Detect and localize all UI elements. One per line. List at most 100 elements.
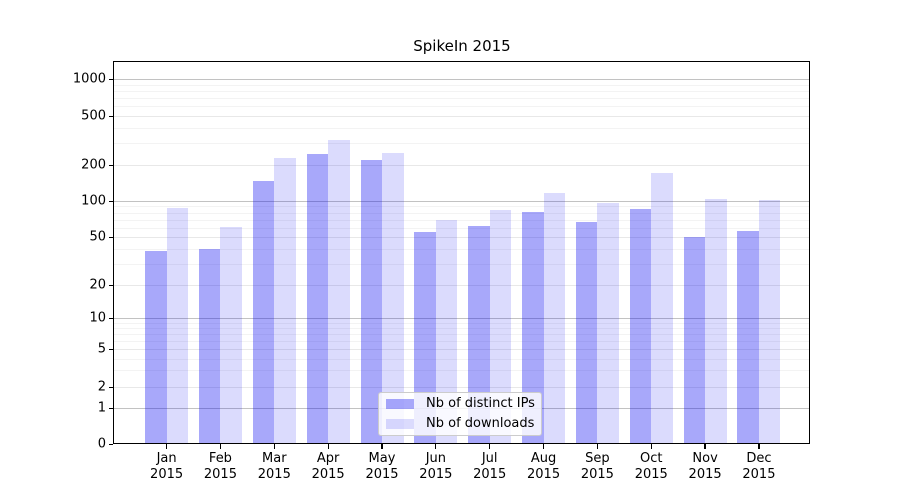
xtick-label-mar: Mar 2015 [257,450,291,482]
ytick-label-10: 10 [89,310,106,326]
legend-item-distinct-ips: Nb of distinct IPs [386,396,535,411]
bar-sep-downloads [597,203,619,445]
legend-label-distinct-ips: Nb of distinct IPs [426,396,535,411]
ytick-label-2: 2 [97,379,106,395]
legend-swatch-distinct-ips [386,398,414,409]
gridline-800 [114,91,810,93]
gridline-8 [114,328,810,330]
gridline-7 [114,334,810,336]
gridline-300 [114,143,810,145]
gridline-80 [114,212,810,214]
ytick-label-0: 0 [97,436,106,452]
gridline-2 [114,387,810,389]
gridline-900 [114,84,810,86]
gridline-50 [114,237,810,238]
bar-jan-downloads [166,208,189,445]
bar-feb-distinct-ips [198,248,221,445]
ytick-mark-200 [108,164,113,166]
ytick-mark-500 [108,115,113,117]
gridline-400 [114,127,810,129]
xtick-label-jan: Jan 2015 [150,450,184,482]
legend-label-downloads: Nb of downloads [426,416,535,431]
bar-oct-distinct-ips [629,209,652,445]
bar-mar-downloads [274,157,296,445]
xtick-mark-may [381,444,383,449]
ytick-mark-5 [108,348,113,351]
xtick-mark-apr [327,444,329,449]
xtick-mark-aug [542,444,545,449]
ytick-mark-10 [108,317,113,320]
ytick-label-5: 5 [97,341,106,357]
bar-apr-downloads [328,140,350,445]
xtick-mark-nov [704,444,706,449]
ytick-mark-0 [108,443,113,446]
xtick-label-dec: Dec 2015 [742,450,776,482]
xtick-mark-jun [435,444,437,449]
gridline-70 [114,219,810,221]
gridline-600 [114,106,810,108]
xtick-label-jul: Jul 2015 [473,450,507,482]
legend-item-downloads: Nb of downloads [386,416,535,431]
gridline-3 [114,370,810,372]
xtick-label-sep: Sep 2015 [580,450,614,482]
gridline-10 [114,318,810,320]
xtick-mark-jul [489,444,491,449]
bar-nov-downloads [705,199,727,445]
legend-swatch-downloads [386,418,414,429]
xtick-label-aug: Aug 2015 [527,450,561,482]
bar-jul-distinct-ips [468,225,490,445]
bar-jul-downloads [489,210,512,445]
ytick-label-50: 50 [89,229,106,245]
gridline-4 [114,358,810,360]
xtick-mark-oct [650,444,652,449]
xtick-label-feb: Feb 2015 [203,450,237,482]
gridline-700 [114,98,810,100]
legend: Nb of distinct IPs Nb of downloads [378,391,542,436]
ytick-label-1: 1 [97,400,106,416]
ytick-label-200: 200 [81,157,106,173]
bar-oct-downloads [651,173,673,445]
gridline-9 [114,323,810,324]
bar-feb-downloads [220,226,242,445]
bar-sep-distinct-ips [575,221,598,445]
ytick-mark-100 [108,200,113,202]
gridline-90 [114,206,810,208]
bar-nov-distinct-ips [683,237,706,445]
xtick-mark-mar [273,444,275,449]
bar-jun-downloads [435,219,458,445]
xtick-label-may: May 2015 [365,450,399,482]
chart-title: SpikeIn 2015 [413,37,511,55]
bar-apr-distinct-ips [306,154,329,445]
ytick-label-20: 20 [89,277,106,293]
ytick-mark-1 [108,407,113,410]
xtick-label-oct: Oct 2015 [634,450,668,482]
ytick-mark-20 [108,284,113,286]
xtick-mark-dec [758,444,760,449]
ytick-label-1000: 1000 [72,71,106,87]
gridline-100 [114,201,810,202]
xtick-label-nov: Nov 2015 [688,450,722,482]
xtick-label-apr: Apr 2015 [311,450,345,482]
bar-may-distinct-ips [360,160,382,445]
gridline-40 [114,248,810,250]
xtick-mark-feb [219,444,222,449]
ytick-label-100: 100 [81,193,106,209]
bar-aug-downloads [543,192,566,445]
bar-jan-distinct-ips [145,251,167,445]
xtick-mark-sep [596,444,599,449]
gridline-5 [114,349,810,351]
ytick-mark-1000 [108,78,113,81]
gridline-500 [114,116,810,117]
gridline-200 [114,165,810,166]
gridline-60 [114,227,810,229]
bar-dec-distinct-ips [737,231,759,445]
ytick-label-500: 500 [81,108,106,124]
ytick-mark-50 [108,236,113,238]
bar-may-downloads [382,152,404,445]
gridline-30 [114,263,810,265]
bar-jun-distinct-ips [414,232,436,445]
ytick-mark-2 [108,386,113,389]
bar-mar-distinct-ips [252,180,275,445]
bar-dec-downloads [758,200,781,445]
